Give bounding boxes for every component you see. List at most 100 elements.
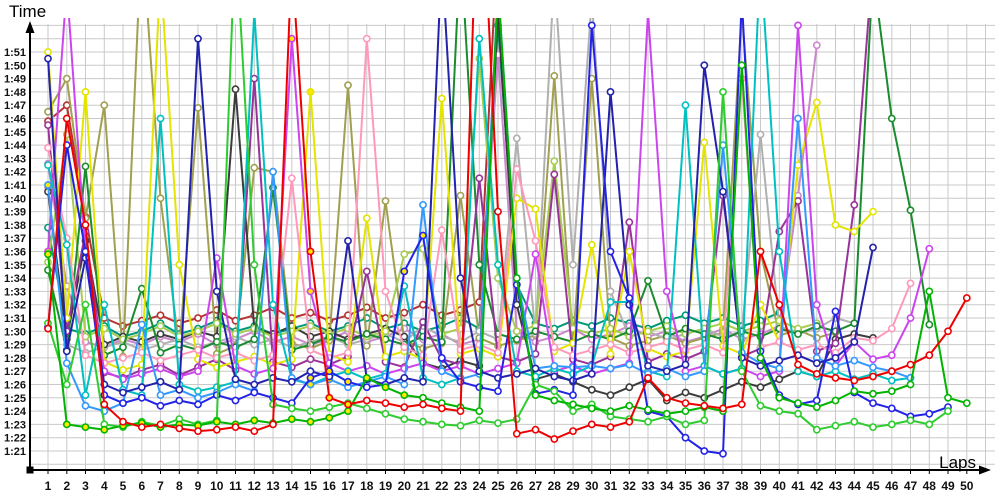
data-point-marker — [306, 247, 315, 256]
y-tick-label: 1:46 — [4, 114, 26, 126]
data-point-marker — [62, 101, 71, 110]
data-point-marker — [250, 163, 259, 172]
data-point-marker — [156, 311, 165, 320]
data-point-marker — [475, 407, 484, 415]
data-point-marker — [831, 373, 840, 382]
data-point-marker — [550, 170, 559, 179]
data-point-marker — [644, 276, 652, 285]
data-point-marker — [906, 206, 915, 215]
x-tick-label: 38 — [735, 479, 749, 493]
data-point-marker — [606, 407, 615, 415]
data-point-marker — [156, 348, 165, 357]
data-point-marker — [831, 421, 840, 430]
y-tick-labels: 1:211:22 1:231:241:251:26 1:271:281:29 1:30… — [4, 47, 27, 458]
data-point-marker — [250, 416, 259, 425]
data-point-marker — [775, 407, 784, 415]
data-point-marker — [606, 247, 615, 256]
data-point-marker — [794, 360, 802, 369]
y-tick-label: 1:38 — [4, 220, 26, 232]
y-tick-label: 1:50 — [4, 60, 26, 72]
data-point-marker — [794, 114, 802, 123]
data-point-marker — [756, 247, 765, 256]
data-point-marker — [944, 393, 952, 402]
data-point-marker — [325, 403, 334, 411]
x-tick-label: 2 — [63, 479, 70, 493]
y-tick-label: 1:39 — [4, 207, 26, 219]
data-point-marker — [587, 385, 596, 394]
data-point-marker — [62, 347, 71, 356]
x-tick-label: 10 — [210, 479, 224, 493]
data-point-marker — [512, 134, 521, 143]
data-point-marker — [119, 417, 127, 426]
y-tick-label: 1:30 — [4, 326, 26, 338]
data-point-marker — [100, 400, 109, 409]
data-point-marker — [362, 214, 371, 223]
data-point-marker — [531, 236, 540, 245]
data-point-marker — [306, 373, 315, 382]
y-tick-label: 1:29 — [4, 340, 26, 352]
data-point-marker — [794, 409, 802, 418]
data-point-marker — [644, 405, 652, 414]
y-tick-label: 1:49 — [4, 74, 26, 86]
data-point-marker — [175, 396, 184, 405]
data-point-marker — [625, 383, 634, 392]
data-point-marker — [287, 377, 296, 386]
data-point-marker — [681, 407, 690, 415]
data-point-marker — [137, 393, 146, 402]
data-point-marker — [737, 61, 746, 70]
x-tick-label: 47 — [904, 479, 918, 493]
data-point-marker — [681, 399, 690, 407]
data-point-marker — [250, 427, 259, 435]
data-point-marker — [250, 74, 259, 83]
data-point-marker — [325, 413, 334, 422]
data-point-marker — [550, 72, 559, 80]
data-point-marker — [156, 114, 165, 123]
y-tick-label: 1:37 — [4, 233, 26, 245]
data-point-marker — [944, 407, 952, 415]
data-point-marker — [156, 420, 165, 429]
data-point-marker — [287, 415, 296, 423]
data-point-marker — [400, 373, 409, 382]
y-tick-label: 1:34 — [4, 273, 27, 285]
data-point-marker — [44, 121, 52, 129]
data-point-marker — [700, 447, 709, 455]
y-tick-label: 1:25 — [4, 393, 26, 405]
data-point-marker — [869, 423, 877, 431]
y-tick-label: 1:23 — [4, 419, 26, 431]
data-point-marker — [419, 200, 427, 209]
data-point-marker — [400, 267, 409, 276]
data-point-marker — [100, 101, 109, 110]
data-point-marker — [437, 226, 446, 235]
data-point-marker — [700, 416, 709, 425]
data-point-marker — [306, 367, 315, 376]
data-point-marker — [475, 34, 484, 43]
data-point-marker — [494, 364, 502, 373]
data-point-marker — [100, 300, 109, 309]
data-point-marker — [812, 396, 821, 405]
data-point-marker — [81, 423, 90, 431]
data-point-marker — [344, 348, 352, 357]
y-axis-title: Time — [9, 2, 47, 21]
x-tick-label: 37 — [716, 479, 730, 493]
data-point-marker — [850, 376, 859, 385]
data-point-marker — [306, 417, 315, 426]
data-point-marker — [194, 387, 202, 395]
data-point-marker — [869, 389, 877, 398]
data-point-marker — [156, 356, 165, 365]
data-point-marker — [419, 393, 427, 402]
data-point-marker — [569, 260, 577, 269]
data-point-marker — [325, 393, 334, 402]
data-point-marker — [812, 41, 821, 50]
x-tick-label: 44 — [848, 479, 862, 493]
data-point-marker — [344, 400, 352, 409]
x-tick-label: 30 — [585, 479, 599, 493]
data-point-marker — [400, 391, 409, 399]
data-point-marker — [362, 404, 371, 413]
data-point-marker — [831, 307, 840, 316]
data-point-marker — [794, 367, 802, 376]
data-point-marker — [587, 240, 596, 249]
data-point-marker — [512, 429, 521, 438]
data-point-marker — [681, 420, 690, 429]
data-point-marker — [512, 274, 521, 282]
